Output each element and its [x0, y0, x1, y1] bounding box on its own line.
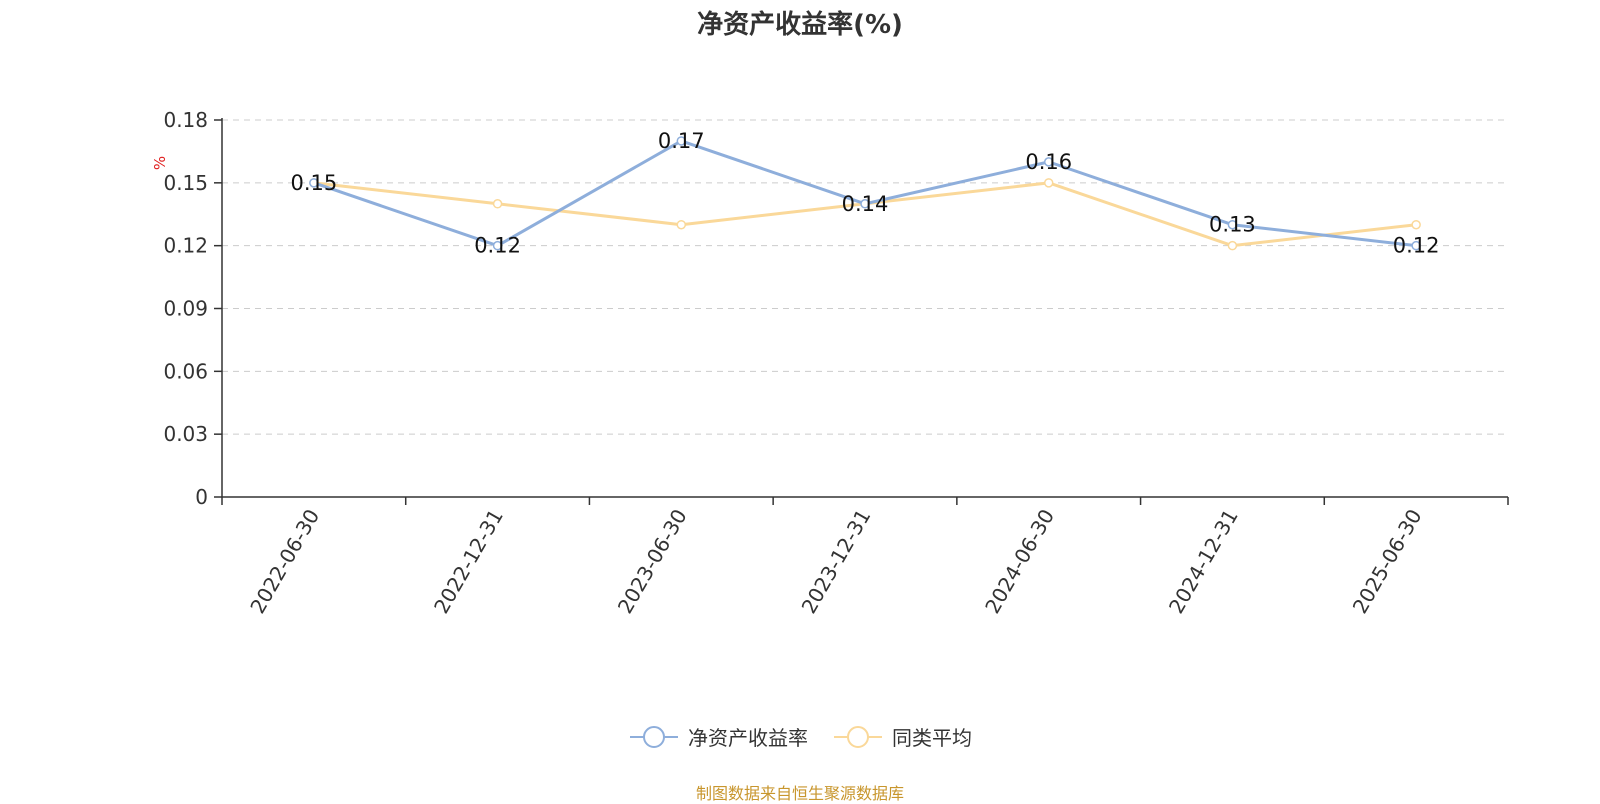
legend-label-roe: 净资产收益率: [688, 726, 808, 750]
y-tick-label: 0.18: [163, 108, 208, 132]
data-point[interactable]: [492, 199, 503, 209]
legend-peer-average-icon: [834, 725, 882, 748]
data-point[interactable]: [1227, 219, 1238, 230]
x-tick-label: 2023-06-30: [613, 505, 692, 618]
data-point[interactable]: [676, 219, 687, 230]
x-tick-label: 2024-12-31: [1164, 505, 1243, 618]
data-point[interactable]: [1043, 178, 1054, 188]
y-axis-label: %: [151, 156, 169, 170]
data-point[interactable]: [309, 178, 319, 188]
data-point[interactable]: [1411, 240, 1421, 251]
y-tick-label: 0.09: [163, 297, 208, 321]
chart-title: 净资产收益率(%): [697, 10, 903, 40]
legend-roe-icon: [630, 725, 678, 748]
x-tick-label: 2023-12-31: [796, 505, 875, 618]
series-layer: [309, 136, 1421, 251]
x-tick-label: 2022-06-30: [245, 505, 324, 618]
legend-item-roe[interactable]: 净资产收益率: [628, 722, 808, 751]
data-label: 0.15: [290, 171, 337, 195]
data-label: 0.12: [474, 234, 521, 258]
data-labels: 0.15 0.12 0.17 0.14 0.16 0.13 0.12: [290, 129, 1439, 258]
legend-item-peer-average[interactable]: 同类平均: [832, 722, 972, 751]
data-point[interactable]: [860, 199, 870, 209]
data-point[interactable]: [1227, 240, 1238, 251]
y-tick-label: 0.12: [163, 234, 208, 258]
data-label: 0.12: [1393, 234, 1440, 258]
x-tick-label: 2024-06-30: [980, 505, 1059, 618]
grid-layer: [222, 119, 1508, 435]
data-label: 0.17: [658, 129, 705, 153]
y-tick-label: 0.06: [163, 359, 208, 383]
data-source-note: 制图数据来自恒生聚源数据库: [695, 784, 904, 803]
data-point[interactable]: [492, 240, 503, 251]
x-tick-label: 2022-12-31: [429, 505, 508, 618]
data-label: 0.13: [1209, 213, 1256, 237]
x-tick-label: 2025-06-30: [1348, 505, 1427, 618]
data-label: 0.16: [1025, 150, 1072, 174]
legend-label-peer-average: 同类平均: [892, 726, 972, 750]
y-tick-label: 0.03: [163, 422, 208, 446]
data-label: 0.14: [842, 192, 889, 216]
y-tick-label: 0.15: [163, 171, 208, 195]
y-tick-label: 0: [195, 485, 208, 509]
data-point[interactable]: [1043, 157, 1054, 167]
data-point[interactable]: [1411, 219, 1421, 230]
legend: 净资产收益率 同类平均: [0, 722, 1600, 751]
data-point[interactable]: [676, 136, 687, 146]
axes: 0 0.03 0.06 0.09 0.12 0.15 0.18% 2022-06-30 2022…: [151, 108, 1509, 618]
